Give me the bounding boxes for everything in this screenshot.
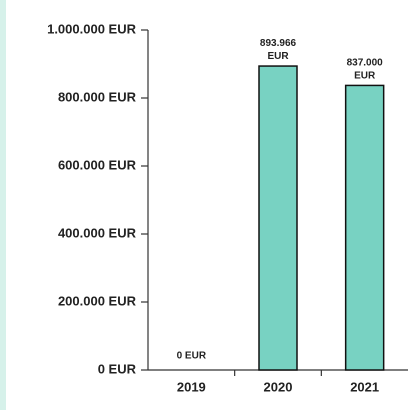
bar <box>258 65 298 371</box>
x-tick-label: 2019 <box>177 379 206 394</box>
x-tick-label: 2020 <box>264 379 293 394</box>
y-tick-label: 200.000 EUR <box>58 293 137 308</box>
value-label: 0 EUR <box>177 351 207 362</box>
y-tick-label: 600.000 EUR <box>58 157 137 172</box>
y-tick-label: 0 EUR <box>98 361 137 376</box>
y-tick-label: 800.000 EUR <box>58 89 137 104</box>
x-tick-label: 2021 <box>350 379 379 394</box>
bar <box>344 84 385 371</box>
side-strip <box>0 0 6 410</box>
y-tick-label: 1.000.000 EUR <box>47 21 137 36</box>
y-tick-label: 400.000 EUR <box>58 225 137 240</box>
value-label: 837.000 EUR <box>347 57 384 81</box>
value-label: 893.966 EUR <box>260 38 297 62</box>
